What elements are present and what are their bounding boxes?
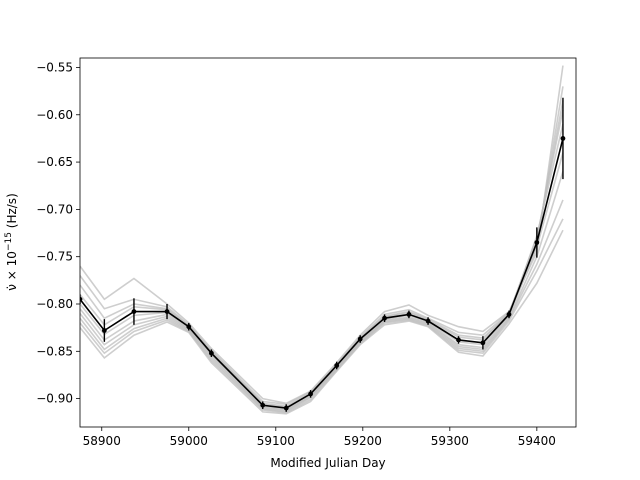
- data-point: [357, 336, 363, 342]
- data-point: [534, 240, 540, 245]
- x-tick-label: 58900: [83, 434, 121, 448]
- y-tick-label: −0.55: [36, 60, 73, 74]
- data-point: [425, 318, 431, 324]
- data-point: [80, 296, 83, 302]
- data-point: [131, 309, 137, 314]
- x-tick-label: 59100: [257, 434, 295, 448]
- x-tick-label: 59400: [518, 434, 556, 448]
- y-tick-label: −0.90: [36, 392, 73, 406]
- data-point: [308, 391, 313, 397]
- data-point: [164, 309, 170, 314]
- main-series: [80, 136, 566, 411]
- y-axis-ticks: −0.90 −0.85 −0.80 −0.75 −0.70 −0.65 −0.60 −0.55: [36, 60, 80, 406]
- data-point: [208, 350, 214, 356]
- y-tick-label: −0.75: [36, 250, 73, 264]
- data-point: [456, 337, 461, 343]
- x-axis-ticks: 58900 59000 59100 59200 59300 59400: [83, 427, 556, 448]
- data-point: [506, 312, 512, 317]
- data-point: [560, 136, 566, 141]
- data-point: [382, 315, 387, 321]
- plot-frame: [79, 57, 577, 428]
- data-point: [260, 402, 266, 408]
- y-axis-label: ν̇ × 10−15 (Hz/s): [4, 193, 19, 291]
- y-tick-label: −0.60: [36, 108, 73, 122]
- y-tick-label: −0.70: [36, 202, 73, 216]
- x-axis-label: Modified Julian Day: [270, 456, 385, 470]
- data-point: [334, 363, 340, 368]
- realization-line: [80, 229, 564, 415]
- data-point: [283, 405, 289, 411]
- y-tick-label: −0.85: [36, 344, 73, 358]
- y-tick-label: −0.80: [36, 297, 73, 311]
- data-point: [101, 328, 107, 333]
- data-point: [186, 324, 192, 330]
- data-point: [480, 340, 486, 346]
- x-tick-label: 59000: [170, 434, 208, 448]
- x-tick-label: 59300: [431, 434, 469, 448]
- data-point: [406, 312, 412, 317]
- y-tick-label: −0.65: [36, 155, 73, 169]
- x-tick-label: 59200: [344, 434, 382, 448]
